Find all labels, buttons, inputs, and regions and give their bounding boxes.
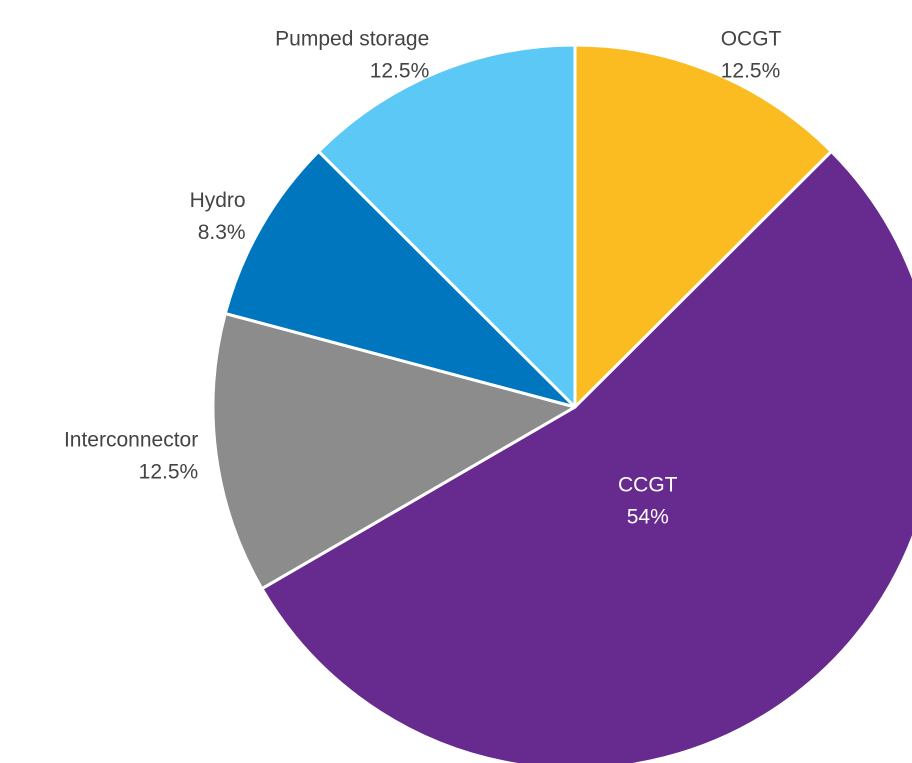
- pie-slice: [573, 43, 833, 409]
- slice-value-label: 12.5%: [370, 59, 430, 82]
- slice-value-label: 12.5%: [721, 59, 781, 82]
- pie-slice: [211, 311, 577, 591]
- slice-label: CCGT: [618, 473, 678, 496]
- slice-label: Interconnector: [64, 429, 198, 452]
- slice-value-label: 54%: [627, 505, 669, 528]
- pie-slice: [223, 149, 577, 409]
- slice-value-label: 12.5%: [139, 461, 199, 484]
- slice-label: Pumped storage: [275, 27, 429, 50]
- pie-slice: [317, 43, 577, 409]
- slice-label: Hydro: [190, 189, 246, 212]
- slice-label: OCGT: [721, 27, 782, 50]
- pie-slice: [260, 149, 912, 763]
- slice-value-label: 8.3%: [198, 221, 246, 244]
